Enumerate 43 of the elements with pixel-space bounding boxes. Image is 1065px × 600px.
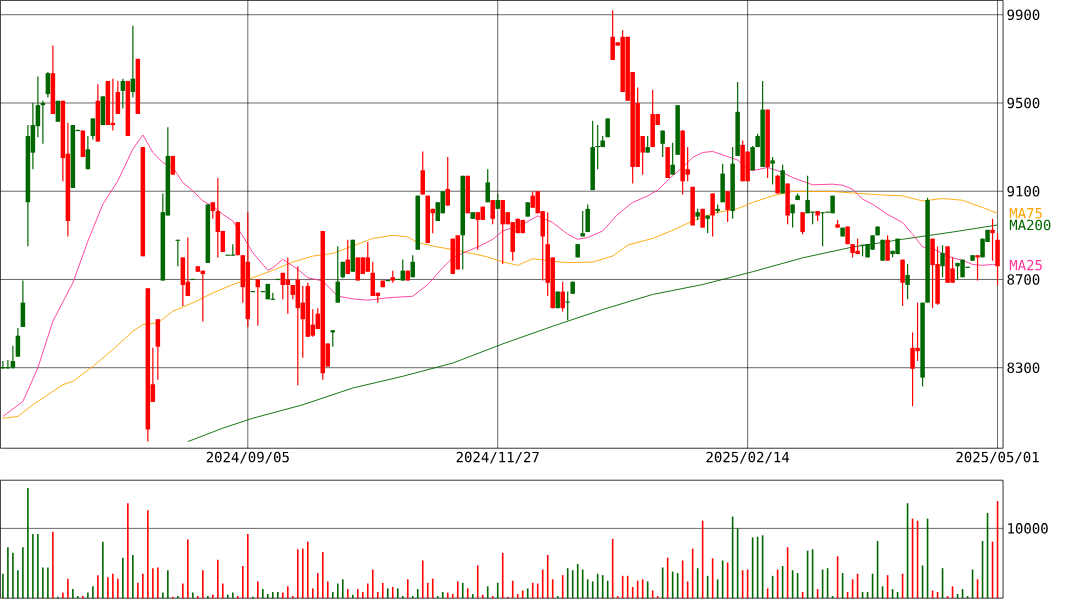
candlestick bbox=[445, 156, 450, 207]
candlestick bbox=[670, 142, 675, 176]
candlestick bbox=[750, 145, 755, 171]
y-tick-label: 9900 bbox=[1007, 9, 1040, 20]
candlestick bbox=[975, 254, 980, 282]
candlestick bbox=[800, 211, 805, 235]
y-tick-label: 8700 bbox=[1007, 274, 1040, 285]
candlestick bbox=[710, 192, 715, 237]
candlestick bbox=[780, 164, 785, 194]
candlestick bbox=[770, 156, 775, 186]
candlestick bbox=[560, 280, 565, 312]
candlestick bbox=[285, 256, 291, 315]
x-tick-label: 2025/05/01 bbox=[956, 451, 1039, 464]
candlestick bbox=[485, 168, 490, 203]
candlestick bbox=[885, 234, 890, 262]
candlestick bbox=[565, 290, 570, 321]
candlestick bbox=[725, 190, 730, 223]
candlestick bbox=[355, 256, 361, 282]
candlestick bbox=[85, 135, 91, 170]
candlestick bbox=[990, 218, 995, 262]
candlestick bbox=[490, 199, 495, 225]
candlestick bbox=[790, 203, 795, 229]
candlestick bbox=[905, 263, 910, 300]
candlestick bbox=[940, 244, 945, 278]
y-tick-label: 9100 bbox=[1007, 185, 1040, 197]
line-series bbox=[2, 134, 998, 417]
x-tick-label: 2024/11/27 bbox=[456, 451, 539, 464]
y-tick-label: 10000 bbox=[1008, 523, 1048, 534]
candlestick bbox=[585, 203, 590, 233]
candlestick bbox=[365, 241, 371, 273]
candlestick bbox=[10, 344, 16, 370]
series-label: MA25 bbox=[1009, 259, 1042, 271]
candlestick bbox=[90, 117, 96, 140]
candlestick bbox=[900, 258, 905, 307]
candlestick bbox=[580, 210, 585, 237]
series-label: MA75 bbox=[1009, 208, 1042, 219]
candlestick bbox=[660, 129, 665, 158]
series-label: MA200 bbox=[1009, 219, 1051, 231]
y-tick-label: 9500 bbox=[1007, 97, 1040, 109]
y-tick-label: 8300 bbox=[1007, 362, 1040, 373]
x-tick-label: 2025/02/14 bbox=[706, 451, 790, 464]
x-tick-label: 2024/09/05 bbox=[206, 451, 289, 464]
candlestick bbox=[255, 278, 261, 327]
